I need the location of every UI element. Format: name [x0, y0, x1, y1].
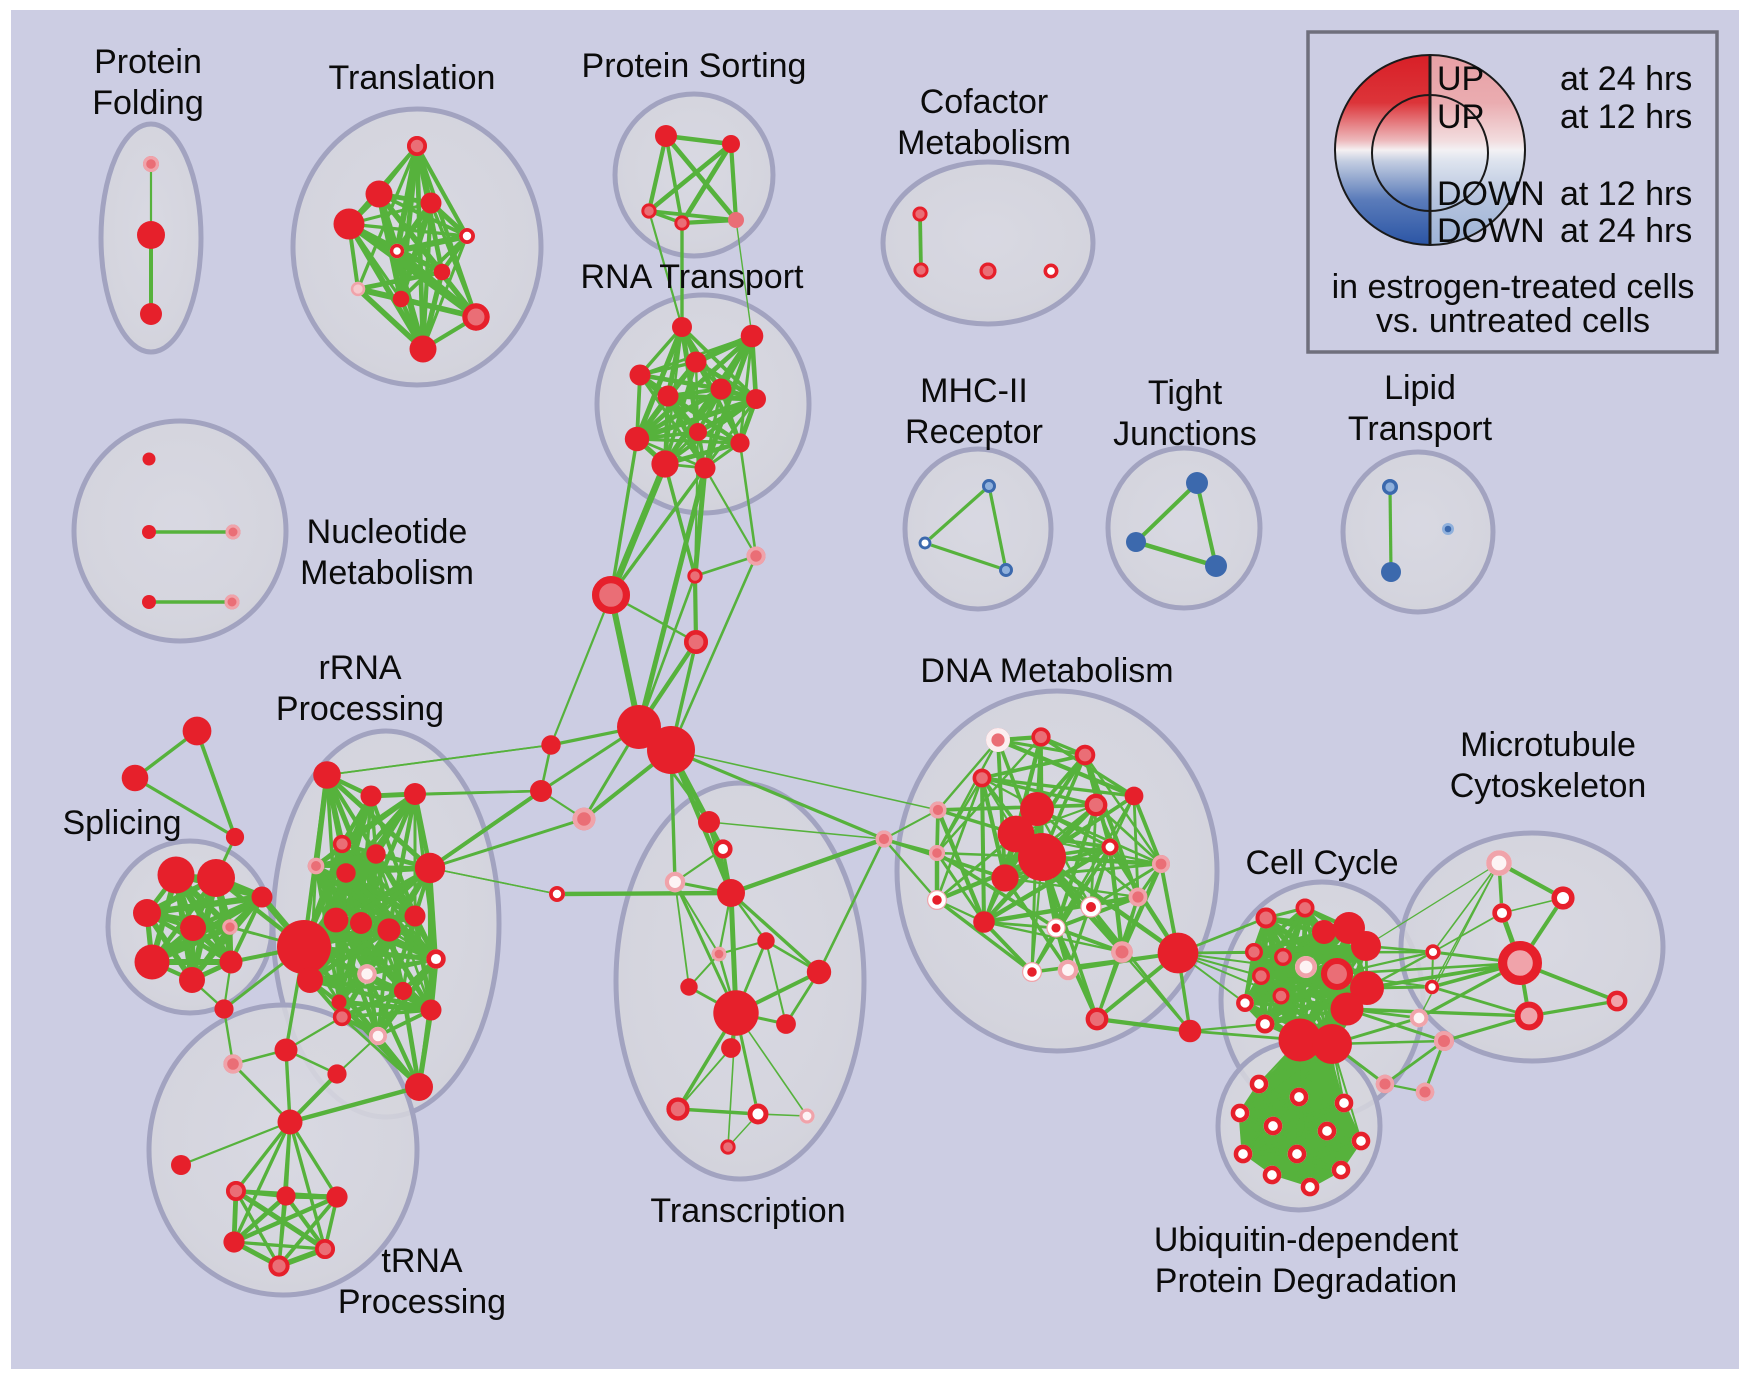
- svg-text:at 12 hrs: at 12 hrs: [1560, 98, 1692, 136]
- svg-text:tRNA: tRNA: [381, 1242, 463, 1280]
- svg-text:Lipid: Lipid: [1384, 369, 1456, 407]
- svg-text:Protein: Protein: [94, 43, 202, 81]
- svg-text:DOWN: DOWN: [1437, 212, 1545, 250]
- svg-text:vs. untreated cells: vs. untreated cells: [1376, 302, 1650, 340]
- svg-text:Folding: Folding: [92, 84, 204, 122]
- svg-text:Splicing: Splicing: [62, 804, 181, 842]
- svg-text:Cytoskeleton: Cytoskeleton: [1450, 767, 1647, 805]
- svg-text:DNA Metabolism: DNA Metabolism: [920, 652, 1173, 690]
- svg-text:UP: UP: [1437, 98, 1484, 136]
- svg-text:Nucleotide: Nucleotide: [307, 513, 468, 551]
- svg-text:Cell Cycle: Cell Cycle: [1245, 844, 1398, 882]
- svg-text:Microtubule: Microtubule: [1460, 726, 1636, 764]
- svg-text:MHC-II: MHC-II: [920, 372, 1028, 410]
- svg-text:Transcription: Transcription: [650, 1192, 845, 1230]
- svg-text:rRNA: rRNA: [318, 649, 401, 687]
- svg-text:Cofactor: Cofactor: [920, 83, 1049, 121]
- svg-text:Protein Sorting: Protein Sorting: [582, 47, 807, 85]
- svg-text:Ubiquitin-dependent: Ubiquitin-dependent: [1154, 1221, 1459, 1259]
- svg-text:at 12 hrs: at 12 hrs: [1560, 175, 1692, 213]
- svg-text:UP: UP: [1437, 60, 1484, 98]
- svg-text:DOWN: DOWN: [1437, 175, 1545, 213]
- svg-text:Processing: Processing: [338, 1283, 506, 1321]
- svg-text:Junctions: Junctions: [1113, 415, 1257, 453]
- svg-text:Tight: Tight: [1148, 374, 1223, 412]
- svg-text:in estrogen-treated cells: in estrogen-treated cells: [1332, 268, 1695, 306]
- svg-text:at 24 hrs: at 24 hrs: [1560, 60, 1692, 98]
- svg-text:RNA Transport: RNA Transport: [581, 258, 805, 296]
- svg-text:at 24 hrs: at 24 hrs: [1560, 212, 1692, 250]
- svg-text:Protein Degradation: Protein Degradation: [1155, 1262, 1457, 1300]
- svg-text:Processing: Processing: [276, 690, 444, 728]
- svg-text:Metabolism: Metabolism: [897, 124, 1071, 162]
- svg-text:Translation: Translation: [329, 59, 496, 97]
- svg-text:Metabolism: Metabolism: [300, 554, 474, 592]
- svg-text:Receptor: Receptor: [905, 413, 1043, 451]
- svg-text:Transport: Transport: [1348, 410, 1493, 448]
